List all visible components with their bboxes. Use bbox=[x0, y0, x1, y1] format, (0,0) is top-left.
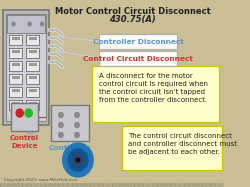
Bar bbox=[26, 48, 40, 58]
Bar bbox=[9, 35, 22, 45]
Bar bbox=[55, 122, 85, 128]
Text: Controller Disconnect: Controller Disconnect bbox=[93, 39, 184, 45]
Bar bbox=[12, 102, 20, 105]
Bar bbox=[0, 183, 224, 187]
FancyBboxPatch shape bbox=[100, 51, 177, 66]
Circle shape bbox=[75, 122, 79, 128]
Text: A disconnect for the motor
control circuit is required when
the control circuit : A disconnect for the motor control circu… bbox=[98, 73, 208, 103]
Bar bbox=[29, 50, 37, 53]
Bar bbox=[29, 24, 37, 27]
Bar bbox=[26, 22, 40, 32]
Bar bbox=[12, 50, 20, 53]
Text: The control circuit disconnect
and controller disconnect must
be adjacent to eac: The control circuit disconnect and contr… bbox=[128, 133, 237, 155]
Bar bbox=[12, 37, 20, 40]
Bar bbox=[29, 76, 37, 79]
Circle shape bbox=[63, 143, 93, 177]
FancyBboxPatch shape bbox=[11, 103, 38, 131]
Circle shape bbox=[16, 109, 23, 117]
FancyBboxPatch shape bbox=[3, 10, 49, 125]
Bar bbox=[55, 132, 85, 138]
Circle shape bbox=[11, 22, 16, 27]
Bar bbox=[7, 15, 45, 33]
Circle shape bbox=[59, 133, 63, 137]
Circle shape bbox=[59, 113, 63, 117]
Circle shape bbox=[25, 109, 32, 117]
Bar bbox=[29, 89, 37, 92]
Circle shape bbox=[75, 113, 79, 117]
Bar bbox=[29, 63, 37, 66]
Bar bbox=[26, 100, 40, 110]
Bar bbox=[29, 102, 37, 105]
FancyBboxPatch shape bbox=[122, 126, 222, 170]
FancyBboxPatch shape bbox=[6, 14, 46, 121]
Bar bbox=[12, 89, 20, 92]
Circle shape bbox=[75, 133, 79, 137]
Circle shape bbox=[40, 22, 44, 27]
Text: 430.75(A): 430.75(A) bbox=[109, 15, 156, 24]
Bar bbox=[9, 74, 22, 84]
Bar bbox=[26, 61, 40, 71]
Bar bbox=[29, 37, 37, 40]
Circle shape bbox=[76, 158, 80, 162]
Bar bbox=[9, 22, 22, 32]
Bar bbox=[12, 76, 20, 79]
Circle shape bbox=[74, 155, 82, 165]
Text: Motor Control Circuit Disconnect: Motor Control Circuit Disconnect bbox=[55, 7, 210, 16]
Bar bbox=[12, 63, 20, 66]
Bar bbox=[12, 24, 20, 27]
Bar bbox=[9, 100, 22, 110]
Bar bbox=[26, 74, 40, 84]
Circle shape bbox=[59, 122, 63, 128]
Bar bbox=[55, 112, 85, 118]
Bar bbox=[9, 48, 22, 58]
Bar bbox=[26, 87, 40, 97]
Circle shape bbox=[68, 149, 88, 171]
Text: Control Circuit Disconnect: Control Circuit Disconnect bbox=[84, 56, 193, 62]
Circle shape bbox=[27, 22, 32, 27]
Text: Copyright 2023, www.MikeHolt.com: Copyright 2023, www.MikeHolt.com bbox=[4, 178, 77, 182]
Bar bbox=[9, 61, 22, 71]
FancyBboxPatch shape bbox=[92, 66, 220, 122]
FancyBboxPatch shape bbox=[51, 105, 89, 141]
Bar bbox=[26, 35, 40, 45]
Text: Control
Device: Control Device bbox=[10, 135, 39, 148]
FancyBboxPatch shape bbox=[100, 34, 177, 49]
Bar bbox=[9, 87, 22, 97]
Text: Controller: Controller bbox=[49, 145, 91, 151]
